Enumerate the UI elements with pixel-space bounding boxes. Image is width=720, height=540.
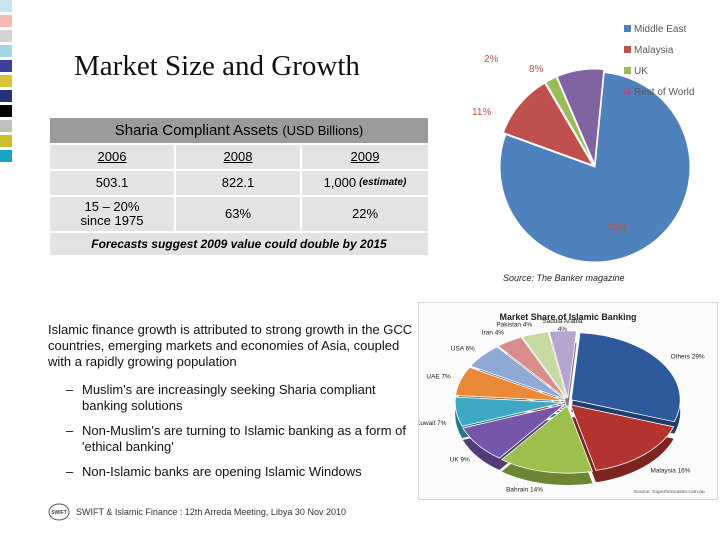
color-strip-block	[0, 30, 12, 42]
color-strip-block	[0, 0, 12, 12]
table-row-growth: 15 – 20% since 1975 63% 22%	[50, 197, 428, 231]
color-strip-block	[0, 60, 12, 72]
table-row-values: 503.1 822.1 1,000 (estimate)	[50, 171, 428, 195]
legend-swatch-middle-east	[624, 25, 631, 32]
pie2-slice-label: USA 6%	[451, 345, 475, 352]
table-row-years: 2006 2008 2009	[50, 145, 428, 169]
year-2006: 2006	[50, 145, 176, 169]
slide-title: Market Size and Growth	[74, 50, 360, 82]
legend-swatch-malaysia	[624, 46, 631, 53]
pie2-slice-label: Iran 4%	[482, 329, 504, 336]
pie2-slice	[454, 396, 565, 427]
pie2-slice	[500, 405, 594, 474]
bullet-text: Non-Muslim's are turning to Islamic bank…	[82, 423, 406, 454]
pie1-legend: Middle East Malaysia UK Rest of World	[624, 24, 694, 98]
pie2-slice-label: UAE 7%	[426, 374, 451, 381]
pie1-label-middle-east: 79%	[607, 223, 627, 234]
pie-chart-islamic-banking: Market Share of Islamic Banking Others 2…	[418, 302, 718, 500]
legend-label-rest: Rest of World	[634, 87, 694, 98]
color-strip	[0, 0, 12, 162]
pie2-slice-label: UK 9%	[450, 456, 470, 463]
legend-swatch-rest	[624, 88, 631, 95]
pie2-slice	[462, 403, 566, 459]
pie2-slice	[570, 332, 681, 423]
dash-icon: –	[66, 423, 74, 438]
color-strip-block	[0, 135, 12, 147]
growth-2008: 63%	[176, 197, 302, 231]
pie-chart-regions: 2% 8% 11% 79% Middle East Malaysia UK Re…	[472, 24, 694, 263]
forecast-note: Forecasts suggest 2009 value could doubl…	[50, 233, 428, 255]
pie2-slice-label: Malaysia 16%	[650, 468, 690, 475]
bullet-item: – Non-Islamic banks are opening Islamic …	[66, 464, 406, 480]
bullet-list: – Muslim's are increasingly seeking Shar…	[66, 382, 406, 489]
pie2-slice	[570, 404, 675, 471]
year-2008: 2008	[176, 145, 302, 169]
table-header-unit: (USD Billions)	[282, 123, 364, 138]
pie1-slice-rest-of-world	[556, 68, 605, 165]
color-strip-block	[0, 15, 12, 27]
dash-icon: –	[66, 464, 74, 479]
svg-text:SWIFT: SWIFT	[51, 510, 67, 516]
color-strip-block	[0, 120, 12, 132]
bullet-text: Non-Islamic banks are opening Islamic Wi…	[82, 464, 362, 479]
pie1-slice-middle-east	[499, 71, 691, 263]
pie1-source: Source: The Banker magazine	[503, 273, 625, 283]
value-2009-cell: 1,000 (estimate)	[302, 171, 428, 195]
legend-label-uk: UK	[634, 66, 648, 77]
color-strip-block	[0, 90, 12, 102]
pie1-slice-uk	[544, 76, 595, 165]
value-2006: 503.1	[50, 171, 176, 195]
legend-label-middle-east: Middle East	[634, 24, 686, 35]
intro-paragraph: Islamic finance growth is attributed to …	[48, 322, 413, 369]
pie2-slice	[497, 336, 567, 399]
color-strip-block	[0, 75, 12, 87]
growth-2009: 22%	[351, 206, 379, 221]
pie1-label-uk: 2%	[484, 54, 499, 65]
pie2-slice	[469, 346, 566, 400]
legend-label-malaysia: Malaysia	[634, 45, 674, 56]
bullet-text: Muslim's are increasingly seeking Sharia…	[82, 382, 376, 413]
table-header: Sharia Compliant Assets (USD Billions)	[50, 118, 428, 143]
color-strip-block	[0, 105, 12, 117]
pie2-slice	[455, 366, 565, 402]
bullet-item: – Muslim's are increasingly seeking Shar…	[66, 382, 406, 414]
pie1-slice-malaysia	[502, 82, 594, 167]
growth-2006: 15 – 20% since 1975	[50, 197, 176, 231]
swift-logo-icon: SWIFT	[48, 503, 70, 521]
bullet-item: – Non-Muslim's are turning to Islamic ba…	[66, 423, 406, 455]
color-strip-block	[0, 150, 12, 162]
assets-table: 2006 2008 2009 503.1 822.1 1,000 (estima…	[50, 145, 428, 255]
pie2-title: Market Share of Islamic Banking	[500, 312, 637, 322]
pie2-slice	[548, 330, 577, 399]
dash-icon: –	[66, 382, 74, 397]
pie1-label-malaysia: 11%	[472, 107, 491, 118]
pie2-slice-label: Pakistan 4%	[496, 321, 532, 328]
pie2-slice	[521, 331, 568, 399]
pie2-source: Source: Superforecaster.com.au	[634, 489, 705, 495]
color-strip-block	[0, 45, 12, 57]
pie2-slice-label: Kuwait 7%	[418, 420, 447, 427]
table-header-main: Sharia Compliant Assets	[114, 122, 279, 139]
footer: SWIFT SWIFT & Islamic Finance : 12th Arr…	[48, 503, 346, 521]
value-2008: 822.1	[176, 171, 302, 195]
pie2-slice-label: Bahrain 14%	[506, 486, 543, 493]
estimate-note: (estimate)	[359, 177, 407, 188]
legend-swatch-uk	[624, 67, 631, 74]
year-2009: 2009	[350, 149, 380, 164]
pie2-slice-label: Others 29%	[671, 354, 705, 361]
value-2009: 1,000	[323, 175, 357, 190]
footer-text: SWIFT & Islamic Finance : 12th Arreda Me…	[76, 507, 346, 517]
pie1-label-rest: 8%	[529, 64, 544, 75]
pie2-slice-label: Saudia Arabia 4%	[542, 318, 582, 333]
